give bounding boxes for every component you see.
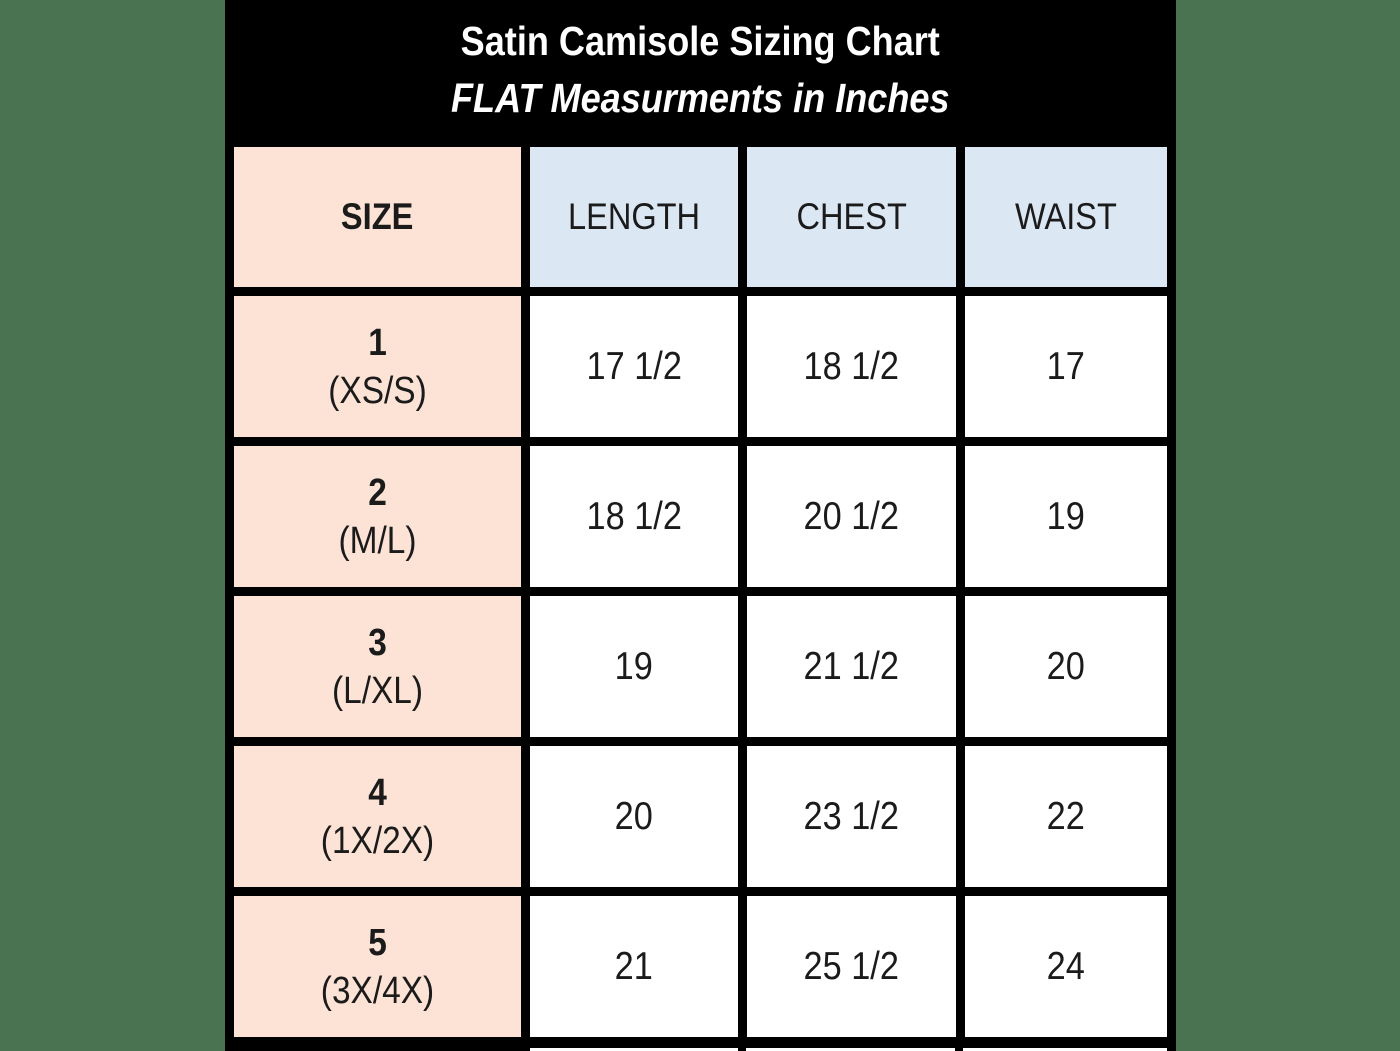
length-value: 21: [530, 896, 738, 1037]
waist-value-text: 20: [1046, 644, 1086, 688]
cropped-next-row-sliver: [746, 1048, 955, 1051]
size-cell: 5 (3X/4X): [234, 896, 521, 1037]
chart-subtitle-text: FLAT Measurments in Inches: [451, 75, 950, 121]
chest-value: 25 1/2: [747, 896, 956, 1037]
chest-value-text: 18 1/2: [803, 344, 900, 388]
waist-value-text: 19: [1046, 494, 1086, 538]
column-header-chest-label: CHEST: [796, 196, 907, 237]
chart-title-text: Satin Camisole Sizing Chart: [460, 18, 941, 64]
size-range: (XS/S): [328, 369, 427, 412]
column-header-size: SIZE: [234, 147, 521, 287]
column-header-length-label: LENGTH: [567, 196, 701, 237]
length-value: 19: [530, 596, 738, 737]
cropped-next-row-sliver: [530, 1048, 738, 1051]
table-row-size-2: 2 (M/L) 18 1/2 20 1/2 19: [234, 446, 1167, 587]
waist-value-text: 22: [1046, 794, 1086, 838]
size-number: 5: [368, 921, 387, 964]
column-header-waist-label: WAIST: [1015, 196, 1117, 237]
size-number: 3: [368, 621, 387, 664]
chest-value-text: 21 1/2: [803, 644, 900, 688]
size-range: (1X/2X): [320, 819, 435, 862]
size-cell: 4 (1X/2X): [234, 746, 521, 887]
waist-value-text: 24: [1046, 944, 1086, 988]
length-value-text: 20: [614, 794, 654, 838]
cropped-next-row-sliver: [963, 1048, 1167, 1051]
chest-value: 21 1/2: [747, 596, 956, 737]
waist-value: 24: [965, 896, 1167, 1037]
size-number: 1: [368, 321, 387, 364]
size-cell: 3 (L/XL): [234, 596, 521, 737]
size-number: 4: [368, 771, 387, 814]
sizing-table: SIZE LENGTH CHEST WAIST 1 (XS/S) 17 1/2 …: [225, 138, 1176, 1046]
size-number: 2: [368, 471, 387, 514]
table-row-size-5: 5 (3X/4X) 21 25 1/2 24: [234, 896, 1167, 1037]
size-range: (3X/4X): [320, 969, 435, 1012]
waist-value: 19: [965, 446, 1167, 587]
table-row-size-3: 3 (L/XL) 19 21 1/2 20: [234, 596, 1167, 737]
sizing-chart-panel: Satin Camisole Sizing Chart FLAT Measurm…: [225, 0, 1176, 1051]
size-range: (M/L): [338, 519, 417, 562]
length-value: 18 1/2: [530, 446, 738, 587]
waist-value: 22: [965, 746, 1167, 887]
column-header-size-label: SIZE: [341, 196, 414, 237]
chart-title-block: Satin Camisole Sizing Chart FLAT Measurm…: [225, 0, 1176, 138]
chest-value: 18 1/2: [747, 296, 956, 437]
size-range: (L/XL): [331, 669, 424, 712]
length-value-text: 17 1/2: [586, 344, 682, 388]
column-header-waist: WAIST: [965, 147, 1167, 287]
chest-value: 20 1/2: [747, 446, 956, 587]
chest-value-text: 25 1/2: [803, 944, 900, 988]
waist-value-text: 17: [1046, 344, 1086, 388]
chest-value: 23 1/2: [747, 746, 956, 887]
length-value-text: 18 1/2: [586, 494, 682, 538]
waist-value: 17: [965, 296, 1167, 437]
size-cell: 1 (XS/S): [234, 296, 521, 437]
chest-value-text: 20 1/2: [803, 494, 900, 538]
length-value-text: 21: [614, 944, 654, 988]
column-header-length: LENGTH: [530, 147, 738, 287]
length-value: 17 1/2: [530, 296, 738, 437]
waist-value: 20: [965, 596, 1167, 737]
length-value: 20: [530, 746, 738, 887]
chart-title: Satin Camisole Sizing Chart: [225, 16, 1176, 66]
size-cell: 2 (M/L): [234, 446, 521, 587]
table-header-row: SIZE LENGTH CHEST WAIST: [234, 147, 1167, 287]
table-row-size-1: 1 (XS/S) 17 1/2 18 1/2 17: [234, 296, 1167, 437]
chest-value-text: 23 1/2: [803, 794, 900, 838]
table-row-size-4: 4 (1X/2X) 20 23 1/2 22: [234, 746, 1167, 887]
chart-subtitle: FLAT Measurments in Inches: [225, 73, 1176, 123]
length-value-text: 19: [614, 644, 654, 688]
column-header-chest: CHEST: [747, 147, 956, 287]
